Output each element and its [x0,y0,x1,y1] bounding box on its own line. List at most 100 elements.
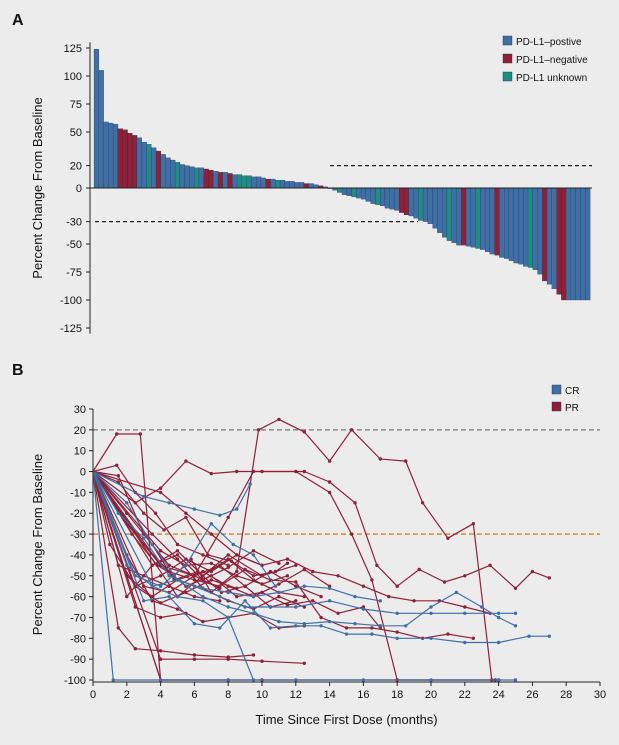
bar [198,167,204,189]
series-cr-29 [92,471,518,628]
bar [289,181,295,189]
bar [170,159,176,189]
data-point [353,594,357,599]
y-tick-label: -30 [66,217,82,229]
data-point [319,594,323,599]
bar [380,187,386,207]
bar [523,187,529,267]
data-point [138,432,142,436]
series-pr-25 [92,471,222,603]
data-point [513,624,518,628]
panel-b-line-chart: 30 20 10 0 -10 -20 -30 -40 -50 -60 -70 -80 -90 -100 0 2… [30,384,606,727]
bar [298,182,305,189]
series-cr-33 [92,471,382,603]
data-point [294,624,298,628]
legend-label-pos: PD-L1–postive [516,37,582,48]
bar [279,180,286,189]
data-point [294,599,298,603]
bar [446,187,452,241]
bar [489,187,495,255]
data-point [429,678,433,682]
panel-a-y-axis: 125 100 75 50 20 0 -30 -50 -75 -100 -125 [60,42,592,335]
data-point [115,432,119,436]
data-point [547,576,551,580]
bar [475,187,481,249]
data-point [158,601,163,605]
data-point [463,605,467,609]
bar [389,187,395,210]
y-tick-label: -40 [70,550,86,562]
series-line [92,471,220,602]
data-point [209,471,213,476]
data-point [235,586,239,590]
legend-swatch-unk [502,71,513,82]
data-point [192,653,197,657]
data-point [142,542,146,547]
y-tick-label: -125 [60,323,82,335]
data-point [547,634,551,638]
series-pr-5 [92,417,494,682]
data-point [235,574,239,578]
data-point [327,619,332,624]
data-point [209,522,213,526]
data-point [251,611,256,615]
data-point [256,428,261,432]
x-tick-label: 22 [459,689,471,701]
series-line [92,471,499,681]
bar [155,150,162,189]
data-point [349,532,354,536]
bar [542,187,548,282]
data-point [231,542,235,547]
series-cr-30 [92,470,252,517]
data-point [192,657,197,661]
data-point [395,584,399,588]
data-point [218,513,222,517]
y-tick-label: -30 [70,529,86,541]
data-point [251,553,256,557]
data-point [226,565,230,570]
data-point [167,584,171,588]
data-point [277,582,281,586]
bar [351,187,357,198]
y-tick-label: 20 [74,425,86,437]
data-point [513,611,518,615]
x-tick-label: 12 [290,689,302,701]
bar [451,187,457,244]
data-point [158,486,163,490]
data-point [192,622,197,626]
bar [360,187,367,200]
data-point [361,678,366,682]
bar [313,184,319,189]
data-point [218,599,222,603]
series-pr-2 [92,470,290,578]
y-tick-label: 50 [70,127,82,139]
bar [437,187,443,233]
data-point [463,611,467,615]
data-point [496,611,501,615]
data-point [243,599,247,603]
x-tick-label: 2 [124,689,130,701]
x-tick-label: 14 [323,689,335,701]
data-point [235,569,239,574]
bar [566,187,572,301]
data-point [142,574,146,578]
bar [570,187,576,301]
y-tick-label: -100 [64,675,86,687]
legend-swatch-pos [502,35,513,46]
data-point [370,632,374,636]
bar [108,122,114,189]
bar [132,135,138,189]
data-point [184,511,188,515]
data-point [527,634,531,638]
y-tick-label: 125 [64,43,82,55]
data-point [235,507,239,511]
bar [284,181,290,189]
x-tick-label: 28 [560,689,572,701]
panel-b-reference-lines [93,429,600,535]
bar [465,187,472,247]
data-point [395,636,399,640]
data-point [285,603,290,607]
bar [93,48,100,189]
data-point [370,626,374,630]
data-point [420,501,425,505]
